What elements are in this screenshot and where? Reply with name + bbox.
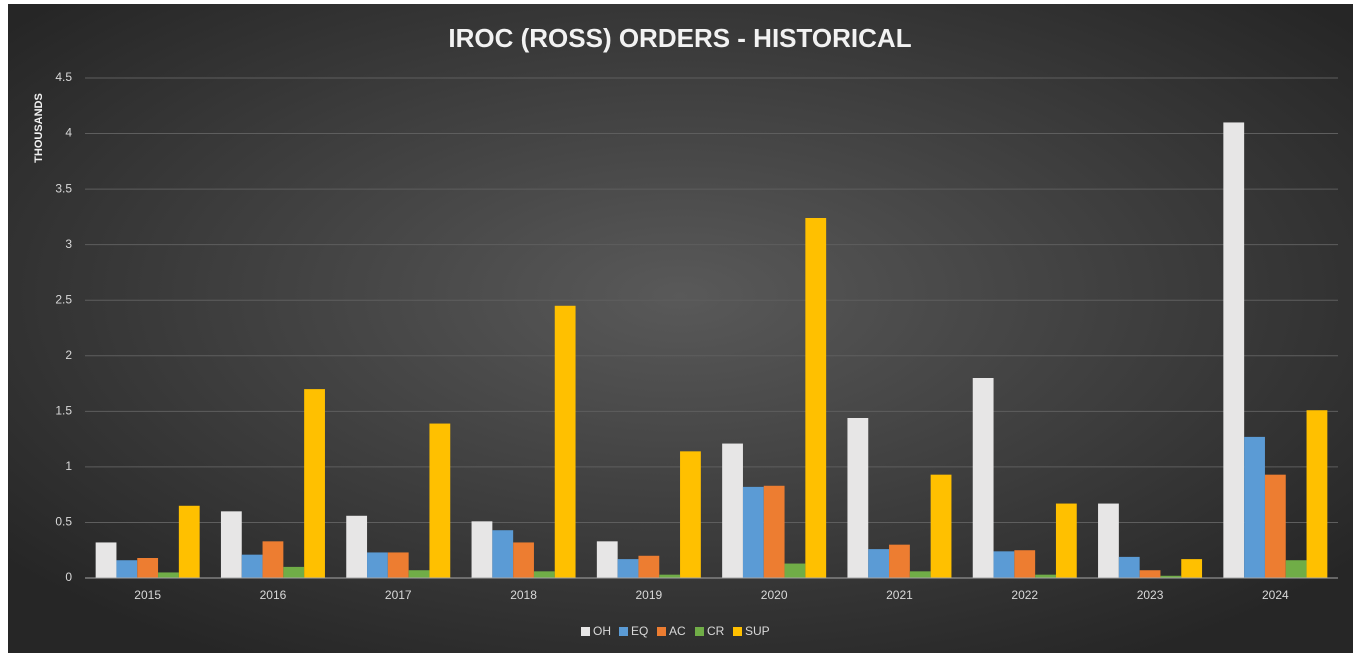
- bar: [596, 541, 618, 578]
- bar: [1014, 550, 1036, 578]
- bar: [116, 560, 138, 578]
- y-tick-label: 0: [65, 570, 72, 584]
- bar: [178, 505, 200, 578]
- bar: [659, 574, 681, 578]
- legend-swatch: [581, 627, 590, 636]
- bar: [387, 552, 409, 578]
- bar: [868, 549, 890, 578]
- bar: [1035, 574, 1056, 578]
- legend-label: CR: [707, 624, 725, 638]
- bar: [993, 551, 1015, 578]
- bar: [304, 389, 325, 578]
- y-tick-label: 3.5: [55, 181, 72, 195]
- bar: [930, 474, 952, 578]
- bar: [429, 423, 451, 578]
- bar: [1264, 474, 1286, 578]
- bar: [492, 530, 514, 578]
- bar: [533, 571, 555, 578]
- bar: [617, 559, 639, 578]
- bar: [680, 451, 701, 578]
- bar: [1306, 410, 1328, 578]
- bar: [1244, 436, 1265, 578]
- x-tick-label: 2024: [1262, 588, 1289, 602]
- bar: [346, 515, 368, 578]
- bar: [805, 218, 827, 578]
- bar: [554, 305, 576, 578]
- x-tick-label: 2023: [1137, 588, 1164, 602]
- y-tick-label: 3: [65, 237, 72, 251]
- bar: [241, 554, 263, 578]
- x-tick-label: 2016: [260, 588, 287, 602]
- bar: [1055, 503, 1077, 578]
- y-tick-label: 2: [65, 348, 72, 362]
- x-tick-label: 2015: [134, 588, 161, 602]
- y-tick-label: 0.5: [55, 515, 72, 529]
- y-tick-label: 4.5: [55, 70, 72, 84]
- bar: [972, 378, 994, 578]
- bar: [742, 486, 764, 578]
- x-tick-label: 2020: [761, 588, 788, 602]
- legend-swatch: [733, 627, 742, 636]
- x-tick-label: 2017: [385, 588, 412, 602]
- bar: [1223, 122, 1245, 578]
- bar: [137, 558, 159, 578]
- bar: [889, 544, 910, 578]
- bar: [283, 566, 305, 578]
- y-tick-label: 1.5: [55, 404, 72, 418]
- chart-title: IROC (ROSS) ORDERS - HISTORICAL: [448, 23, 911, 53]
- bar: [763, 485, 785, 578]
- bar: [1118, 556, 1140, 578]
- x-tick-label: 2021: [886, 588, 913, 602]
- legend-label: SUP: [745, 624, 770, 638]
- bar: [638, 555, 660, 578]
- y-tick-label: 2.5: [55, 292, 72, 306]
- legend-swatch: [695, 627, 704, 636]
- legend-label: EQ: [631, 624, 648, 638]
- x-tick-label: 2022: [1011, 588, 1038, 602]
- x-tick-label: 2018: [510, 588, 537, 602]
- bar: [1098, 503, 1119, 578]
- legend-swatch: [619, 627, 628, 636]
- bar: [262, 541, 284, 578]
- bar: [1139, 570, 1161, 578]
- y-tick-label: 1: [65, 459, 72, 473]
- bar: [722, 443, 743, 578]
- legend-label: OH: [593, 624, 611, 638]
- bar: [471, 521, 493, 578]
- bar: [847, 418, 869, 578]
- bar: [784, 563, 806, 578]
- bar: [367, 552, 388, 578]
- bar: [1181, 559, 1203, 578]
- bar: [909, 571, 931, 578]
- x-tick-label: 2019: [635, 588, 662, 602]
- bar: [220, 511, 242, 578]
- bar: [158, 572, 179, 578]
- legend-swatch: [657, 627, 666, 636]
- legend-label: AC: [669, 624, 686, 638]
- bar: [95, 542, 117, 578]
- y-axis-label: THOUSANDS: [33, 93, 45, 163]
- y-tick-label: 4: [65, 126, 72, 140]
- bar: [513, 542, 534, 578]
- bar: [1160, 575, 1182, 578]
- bar: [408, 570, 430, 578]
- bar: [1285, 560, 1307, 578]
